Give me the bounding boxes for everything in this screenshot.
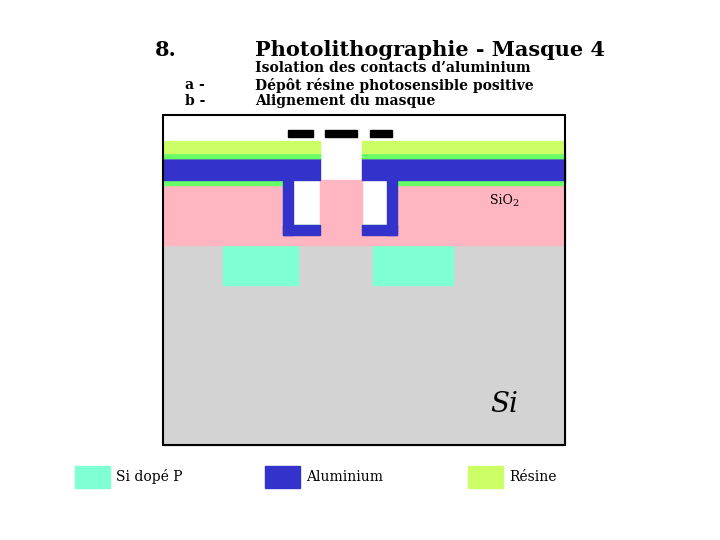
Text: Aluminium: Aluminium: [306, 470, 383, 484]
Bar: [397, 180, 565, 185]
Text: a -: a -: [185, 78, 204, 92]
Bar: [283, 141, 320, 153]
Bar: [387, 158, 397, 235]
Bar: [283, 150, 320, 158]
Bar: [362, 141, 397, 153]
Bar: [163, 180, 283, 235]
Text: Dépôt résine photosensible positive: Dépôt résine photosensible positive: [255, 78, 534, 93]
Text: Si dopé P: Si dopé P: [116, 469, 182, 484]
Bar: [362, 158, 397, 180]
Bar: [397, 153, 565, 158]
Text: Photolithographie - Masque 4: Photolithographie - Masque 4: [255, 40, 605, 60]
Text: 2: 2: [512, 199, 518, 208]
Bar: [223, 245, 298, 285]
Text: Si: Si: [490, 392, 518, 418]
Bar: [397, 150, 565, 158]
Bar: [362, 150, 397, 158]
Bar: [163, 153, 283, 158]
Bar: [468, 466, 503, 488]
Bar: [163, 158, 283, 180]
Bar: [397, 141, 565, 153]
Bar: [283, 225, 320, 235]
Bar: [283, 158, 320, 180]
Bar: [163, 180, 283, 185]
Bar: [163, 235, 565, 245]
Bar: [373, 245, 453, 285]
Bar: [163, 245, 565, 445]
Bar: [283, 158, 293, 235]
Bar: [362, 225, 397, 235]
Bar: [163, 141, 283, 153]
Bar: [362, 225, 397, 230]
Text: Isolation des contacts d’aluminium: Isolation des contacts d’aluminium: [255, 61, 531, 75]
Text: Alignement du masque: Alignement du masque: [255, 94, 436, 108]
Bar: [283, 225, 320, 230]
Bar: [265, 466, 300, 488]
Bar: [320, 180, 362, 235]
Bar: [397, 180, 565, 235]
Bar: [75, 466, 110, 488]
Bar: [370, 130, 392, 137]
Bar: [397, 158, 565, 180]
Bar: [163, 150, 283, 158]
Text: SiO: SiO: [490, 193, 513, 206]
Bar: [325, 130, 357, 137]
Text: Résine: Résine: [509, 470, 557, 484]
Bar: [163, 115, 565, 445]
Bar: [362, 153, 397, 158]
Text: 8.: 8.: [155, 40, 177, 60]
Bar: [288, 130, 313, 137]
Bar: [283, 153, 320, 158]
Text: b -: b -: [185, 94, 205, 108]
